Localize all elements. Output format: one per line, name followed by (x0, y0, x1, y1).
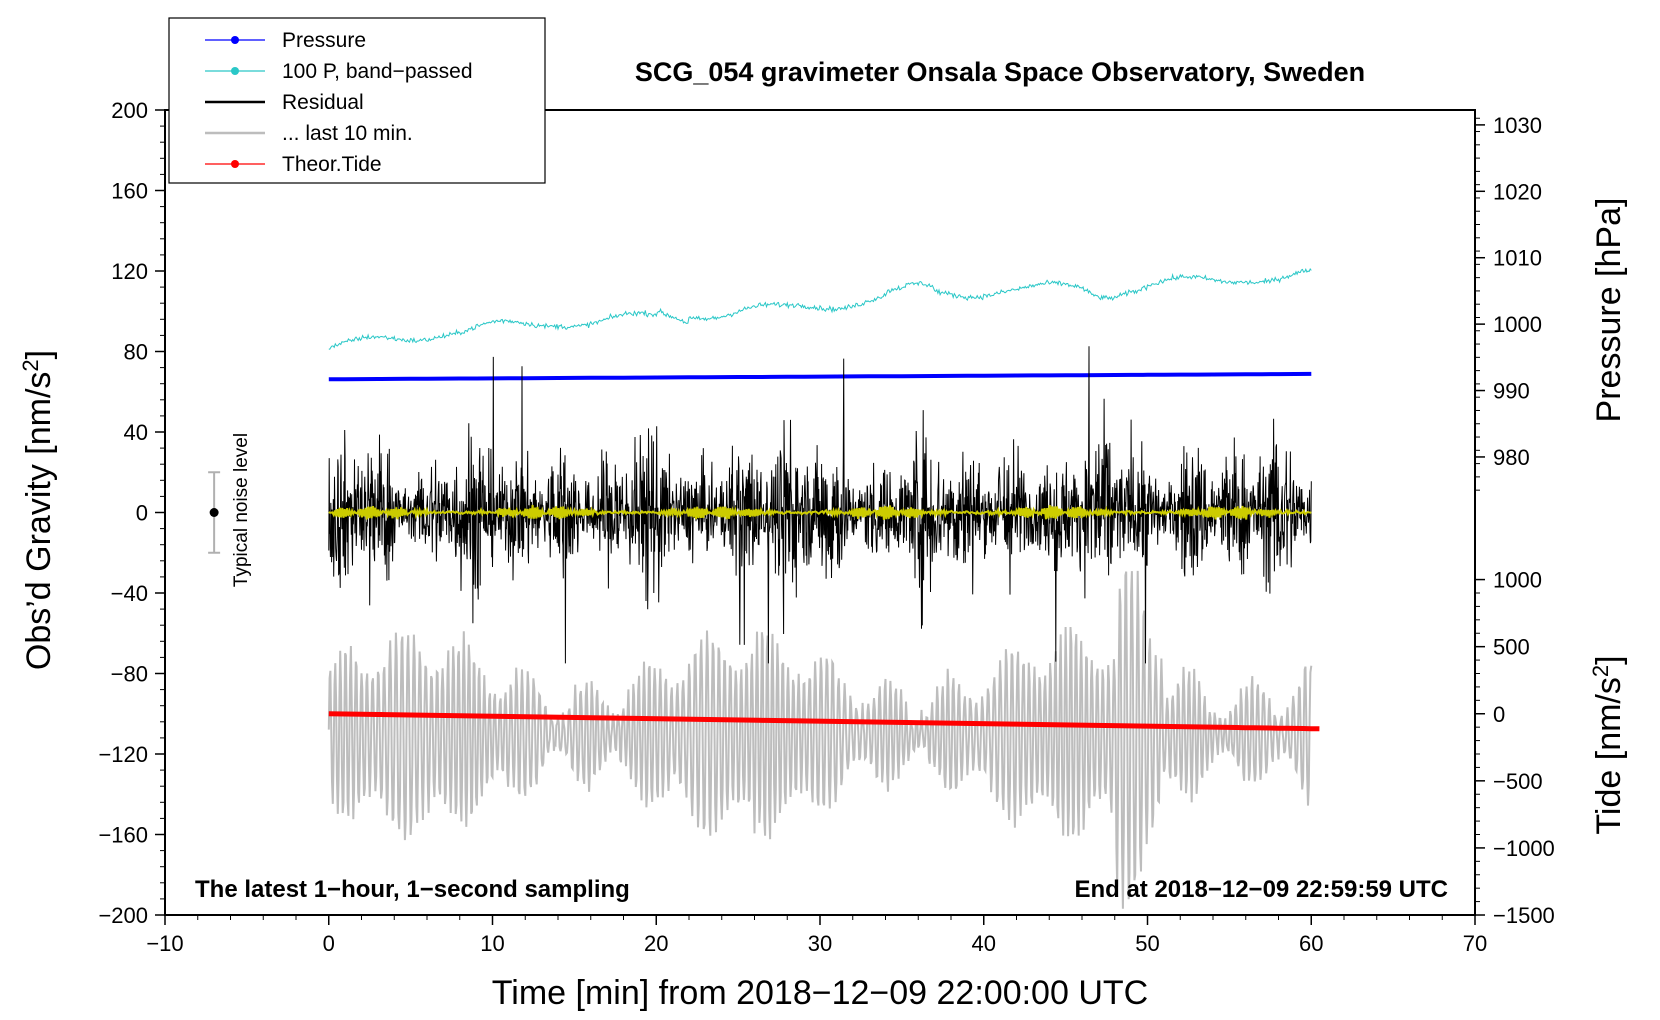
y-axis-gravity: −200 −160 −120 −80 −40 0 40 80 120 160 200 (98, 98, 165, 928)
tide-axis-title-end: ] (1590, 655, 1628, 664)
x-tick-label: 20 (644, 931, 668, 956)
legend-item: ... last 10 min. (205, 122, 413, 145)
y-tick-label: 160 (111, 179, 148, 204)
y-tick-label: −120 (98, 742, 148, 767)
tide-tick-label: 0 (1493, 702, 1505, 727)
pressure-tick-label: 1000 (1493, 312, 1542, 337)
legend-item: Residual (205, 91, 364, 114)
x-axis: −10 0 10 20 30 40 50 60 70 (146, 915, 1487, 956)
y-tick-label: −80 (111, 662, 148, 687)
pressure-tick-label: 980 (1493, 445, 1530, 470)
tide-axis-title: Tide [nm/s2] (1588, 655, 1629, 834)
legend-item: Pressure (205, 29, 366, 52)
legend-label: Theor.Tide (282, 153, 382, 176)
y-tick-label: −160 (98, 823, 148, 848)
pressure-tick-label: 1030 (1493, 113, 1542, 138)
legend-label: 100 P, band−passed (282, 60, 473, 83)
y-axis-title-end: ] (20, 350, 58, 359)
tide-tick-label: 500 (1493, 635, 1530, 660)
tide-axis-title-main: Tide [nm/s (1590, 677, 1628, 834)
y-axis-title-sup: 2 (18, 359, 43, 371)
legend-item: 100 P, band−passed (205, 60, 473, 83)
legend-item: Theor.Tide (205, 153, 382, 176)
legend-box (168, 17, 546, 184)
x-tick-label: 0 (323, 931, 335, 956)
y-axis-title-main: Obs’d Gravity [nm/s (20, 372, 58, 671)
chart-title: SCG_054 gravimeter Onsala Space Observat… (635, 57, 1365, 87)
band-passed-residual-line (328, 504, 1312, 520)
tide-tick-label: −1000 (1493, 836, 1555, 861)
tide-tick-label: −1500 (1493, 903, 1555, 928)
tide-tick-label: −500 (1493, 769, 1543, 794)
pressure-axis-title: Pressure [hPa] (1590, 198, 1628, 423)
typical-noise-level: Typical noise level (208, 433, 252, 587)
y-axis-pressure: 980 990 1000 1010 1020 1030 (1475, 113, 1542, 491)
y-tick-label: 120 (111, 259, 148, 284)
legend-label: Residual (282, 91, 364, 114)
legend-label: Pressure (282, 29, 366, 52)
x-axis-title: Time [min] from 2018−12−09 22:00:00 UTC (492, 974, 1148, 1012)
legend-swatch-dot (231, 67, 239, 75)
last-10-min-line (327, 570, 1313, 909)
x-tick-label: 40 (972, 931, 996, 956)
theor-tide-series (328, 711, 1320, 732)
x-tick-label: −10 (146, 931, 183, 956)
y-tick-label: 40 (124, 420, 148, 445)
pressure-tick-label: 1020 (1493, 179, 1542, 204)
y-axis-tide: −1500 −1000 −500 0 500 1000 (1475, 568, 1555, 928)
sampling-note: The latest 1−hour, 1−second sampling (195, 876, 630, 903)
theor-tide-line (328, 711, 1320, 732)
y-tick-label: 0 (136, 501, 148, 526)
band-passed-residual-series (328, 504, 1312, 520)
pressure-line (328, 371, 1312, 382)
y-tick-label: 200 (111, 98, 148, 123)
x-tick-label: 60 (1299, 931, 1323, 956)
x-tick-label: 30 (808, 931, 832, 956)
residual-series (328, 346, 1312, 664)
y-axis-title: Obs’d Gravity [nm/s2] (18, 350, 59, 670)
tide-tick-label: 1000 (1493, 568, 1542, 593)
band-passed-pressure-series (328, 268, 1312, 350)
legend-swatch-dot (231, 160, 239, 168)
tide-axis-title-sup: 2 (1588, 665, 1613, 677)
legend-swatch-dot (231, 36, 239, 44)
legend: Pressure 100 P, band−passed Residual ... la… (168, 17, 546, 184)
pressure-tick-label: 1010 (1493, 246, 1542, 271)
x-tick-label: 70 (1463, 931, 1487, 956)
residual-line (328, 346, 1312, 664)
y-tick-label: −40 (111, 581, 148, 606)
last-10-min-series (327, 570, 1313, 909)
y-tick-label: 80 (124, 340, 148, 365)
band-passed-pressure-line (328, 268, 1312, 350)
end-time-note: End at 2018−12−09 22:59:59 UTC (1074, 876, 1448, 903)
pressure-series (328, 371, 1312, 382)
noise-level-label: Typical noise level (231, 433, 252, 587)
y-tick-label: −200 (98, 903, 148, 928)
x-tick-label: 10 (480, 931, 504, 956)
noise-center-dot (209, 508, 219, 517)
pressure-tick-label: 990 (1493, 379, 1530, 404)
legend-label: ... last 10 min. (282, 122, 413, 145)
x-tick-label: 50 (1135, 931, 1159, 956)
